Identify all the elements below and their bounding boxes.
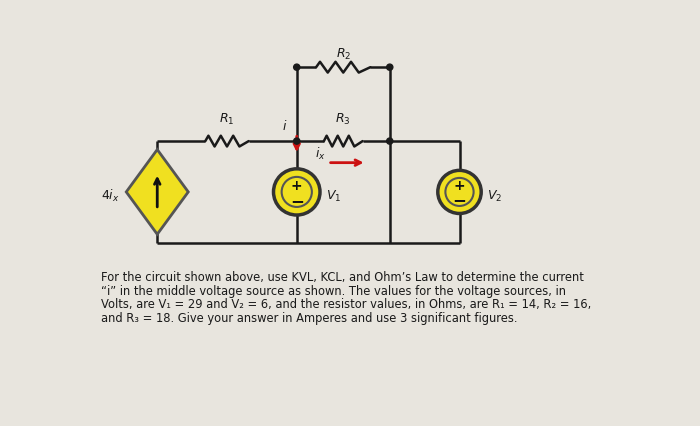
Text: $V_1$: $V_1$ <box>326 189 342 204</box>
Text: $R_3$: $R_3$ <box>335 111 351 127</box>
Polygon shape <box>126 150 188 235</box>
Circle shape <box>281 178 312 207</box>
Text: Volts, are V₁ = 29 and V₂ = 6, and the resistor values, in Ohms, are R₁ = 14, R₂: Volts, are V₁ = 29 and V₂ = 6, and the r… <box>102 298 592 311</box>
Text: +: + <box>454 179 466 193</box>
Text: $i_x$: $i_x$ <box>315 146 326 162</box>
Text: −: − <box>290 192 304 210</box>
Circle shape <box>445 178 474 207</box>
Text: For the circuit shown above, use KVL, KCL, and Ohm’s Law to determine the curren: For the circuit shown above, use KVL, KC… <box>102 270 584 283</box>
Circle shape <box>438 171 481 214</box>
Text: and R₃ = 18. Give your answer in Amperes and use 3 significant figures.: and R₃ = 18. Give your answer in Amperes… <box>102 311 518 325</box>
Text: +: + <box>291 178 302 193</box>
Circle shape <box>386 65 393 71</box>
Text: $4i_x$: $4i_x$ <box>102 187 120 204</box>
Text: $i$: $i$ <box>282 118 288 132</box>
Text: $R_2$: $R_2$ <box>335 47 351 62</box>
Text: $V_2$: $V_2$ <box>486 189 502 204</box>
Circle shape <box>386 139 393 145</box>
Circle shape <box>274 170 320 216</box>
Circle shape <box>294 65 300 71</box>
Text: −: − <box>453 191 466 209</box>
Circle shape <box>294 139 300 145</box>
Text: “i” in the middle voltage source as shown. The values for the voltage sources, i: “i” in the middle voltage source as show… <box>102 284 566 297</box>
Text: $R_1$: $R_1$ <box>219 111 234 127</box>
